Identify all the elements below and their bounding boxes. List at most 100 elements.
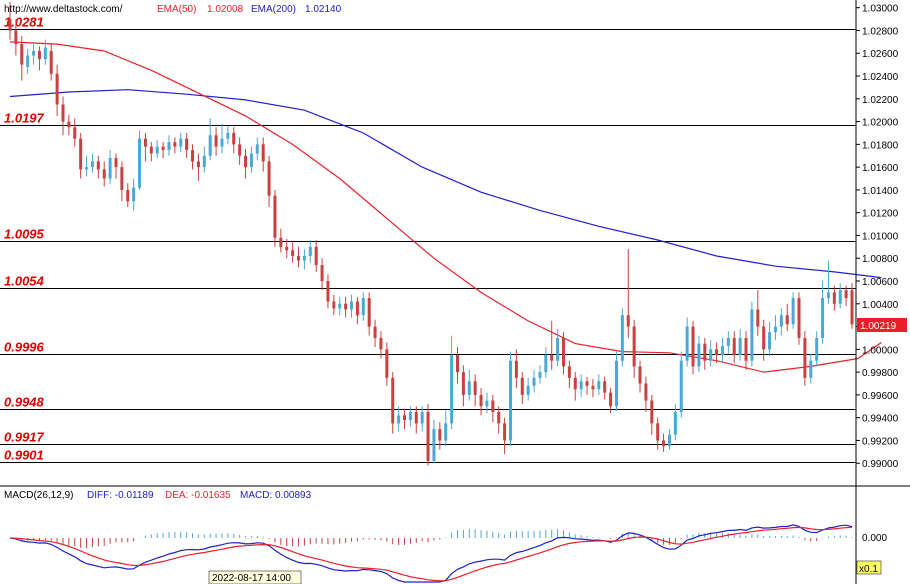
candle (238, 137, 242, 165)
candle-body (656, 423, 660, 441)
macd-scale-box[interactable] (856, 560, 882, 575)
candle-body (403, 415, 407, 420)
source-url[interactable]: http://www.deltastock.com/ (4, 4, 123, 15)
ema200-line (9, 89, 882, 279)
candle (514, 349, 518, 389)
candle (202, 146, 206, 173)
candle-body (173, 142, 177, 147)
candle-body (167, 142, 171, 151)
candle (179, 132, 183, 153)
candle-body (561, 337, 565, 367)
candle (815, 331, 819, 367)
candle (779, 308, 783, 336)
candle-body (614, 360, 618, 407)
candle (291, 242, 295, 263)
candle (344, 296, 348, 318)
candle-body (291, 250, 295, 256)
candle (638, 360, 642, 393)
candle-body (609, 392, 613, 407)
candle (821, 281, 825, 344)
candle-body (738, 337, 742, 356)
candle-body (832, 292, 836, 304)
candle (585, 376, 589, 395)
candle (667, 429, 671, 450)
macd-title: MACD(26,12,9) (4, 490, 73, 501)
candle-body (632, 326, 636, 367)
candle (768, 322, 772, 357)
candle-body (261, 144, 265, 162)
candle-body (497, 411, 501, 424)
price-tick-label: 0.99600 (862, 391, 899, 402)
candle (826, 260, 830, 304)
candle (14, 19, 18, 56)
candle (844, 285, 848, 307)
candle-body (685, 326, 689, 361)
candle (32, 44, 36, 65)
candle-body (538, 372, 542, 378)
candle (497, 406, 501, 434)
candle (609, 388, 613, 414)
candle (96, 155, 100, 179)
candle-body (467, 381, 471, 395)
price-tick-label: 1.00400 (862, 300, 899, 311)
candle (79, 132, 83, 179)
candle-body (709, 349, 713, 361)
candle-body (815, 337, 819, 361)
candle (650, 394, 654, 435)
candle (450, 335, 454, 430)
candle (332, 294, 336, 316)
candle (715, 342, 719, 364)
candle (191, 144, 195, 170)
candle (455, 347, 459, 384)
candle-body (26, 55, 30, 67)
candle-body (67, 121, 71, 128)
candle (709, 340, 713, 367)
price-tick-label: 0.99800 (862, 368, 899, 379)
price-tick-label: 1.02400 (862, 72, 899, 83)
candle (408, 406, 412, 427)
candle-body (838, 290, 842, 304)
candle-body (255, 144, 259, 154)
macd-value-label: MACD: 0.00893 (240, 490, 312, 501)
ema50-line (9, 41, 882, 373)
candle-body (485, 400, 489, 407)
candle (485, 392, 489, 414)
candle-body (444, 423, 448, 441)
candle (473, 374, 477, 407)
price-tick-label: 1.01000 (862, 231, 899, 242)
candle (385, 342, 389, 386)
candle-body (332, 301, 336, 309)
candle (461, 365, 465, 407)
candle (803, 331, 807, 386)
candle (591, 378, 595, 398)
candle (556, 328, 560, 367)
candle-body (791, 298, 795, 325)
candle-body (644, 383, 648, 401)
candle (261, 137, 265, 172)
candle-body (650, 400, 654, 424)
candle (526, 377, 530, 401)
candle (508, 351, 512, 447)
candle-body (450, 355, 454, 424)
candle (726, 331, 730, 354)
candle-body (214, 135, 218, 147)
candle (838, 283, 842, 309)
candle (85, 155, 89, 177)
ema200-label: EMA(200) (251, 4, 296, 15)
candle-body (132, 187, 136, 202)
candle (438, 422, 442, 450)
candle-body (556, 337, 560, 361)
candle-body (102, 169, 106, 179)
candle (597, 374, 601, 395)
candle-body (14, 30, 18, 45)
candle-body (120, 167, 124, 190)
candle (132, 178, 136, 211)
candle-body (591, 385, 595, 390)
candle (255, 137, 259, 161)
candle-body (179, 138, 183, 147)
candle (161, 142, 165, 159)
candle (73, 118, 77, 147)
candle-body (373, 326, 377, 338)
candle-body (420, 411, 424, 424)
candle-body (679, 360, 683, 412)
